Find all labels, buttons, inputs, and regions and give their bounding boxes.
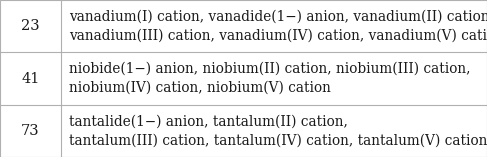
Text: 73: 73 bbox=[21, 124, 40, 138]
Text: 23: 23 bbox=[21, 19, 40, 33]
Text: 41: 41 bbox=[21, 71, 39, 86]
Text: niobide(1−) anion, niobium(II) cation, niobium(III) cation,
niobium(IV) cation, : niobide(1−) anion, niobium(II) cation, n… bbox=[69, 62, 470, 95]
Text: vanadium(I) cation, vanadide(1−) anion, vanadium(II) cation,
vanadium(III) catio: vanadium(I) cation, vanadide(1−) anion, … bbox=[69, 10, 487, 43]
Text: tantalide(1−) anion, tantalum(II) cation,
tantalum(III) cation, tantalum(IV) cat: tantalide(1−) anion, tantalum(II) cation… bbox=[69, 114, 487, 147]
